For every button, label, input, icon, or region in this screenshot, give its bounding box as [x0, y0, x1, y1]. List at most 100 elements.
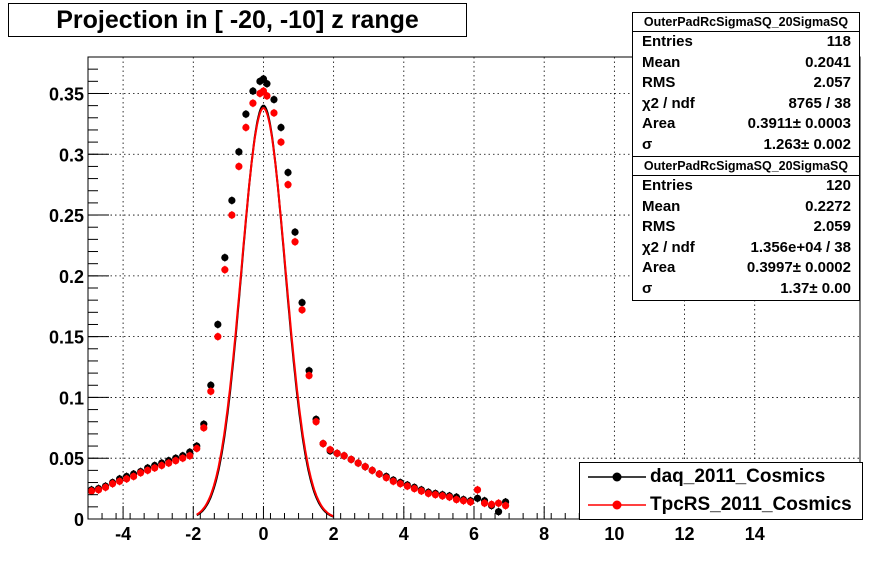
- x-tick-label: 14: [745, 524, 765, 544]
- legend-marker-tpcrs: [588, 500, 646, 510]
- stats-row-rms: RMS 2.059: [642, 218, 851, 236]
- fit-curve: [196, 107, 334, 518]
- data-point: [179, 454, 187, 462]
- data-point: [445, 493, 454, 501]
- data-point: [473, 494, 482, 502]
- data-point: [221, 254, 229, 262]
- data-point: [417, 487, 425, 495]
- data-point: [459, 497, 468, 505]
- y-tick-label: 0.2: [59, 267, 84, 287]
- data-point: [284, 168, 292, 177]
- data-point: [228, 211, 236, 219]
- legend-entry-daq: daq_2011_Cosmics: [580, 463, 862, 491]
- stats-row-area: Area 0.3911± 0.0003: [642, 115, 851, 133]
- y-tick-label: 0.35: [49, 84, 84, 104]
- stats-row-mean: Mean 0.2041: [642, 53, 851, 71]
- data-point: [361, 463, 369, 471]
- data-point: [396, 480, 404, 488]
- data-point: [263, 80, 271, 88]
- data-point: [424, 489, 432, 498]
- x-tick-label: -4: [115, 524, 131, 544]
- data-point: [347, 455, 355, 464]
- stats-histogram-name: OuterPadRcSigmaSQ_20SigmaSQ: [633, 13, 859, 32]
- legend-label-tpcrs: TpcRS_2011_Cosmics: [650, 494, 852, 515]
- data-point: [263, 92, 271, 100]
- y-tick-label: 0.15: [49, 328, 84, 348]
- data-point: [193, 444, 201, 453]
- data-point: [333, 449, 341, 457]
- data-point: [291, 238, 299, 246]
- data-point: [473, 486, 482, 494]
- x-tick-label: 2: [329, 524, 339, 544]
- data-points: [87, 74, 510, 516]
- data-point: [144, 466, 152, 474]
- data-point: [270, 95, 278, 104]
- data-point: [480, 499, 489, 507]
- data-point: [101, 483, 110, 491]
- data-point: [487, 500, 496, 509]
- data-point: [375, 470, 383, 478]
- data-point: [270, 109, 278, 117]
- data-point: [354, 459, 362, 467]
- data-point: [312, 418, 320, 426]
- data-point: [158, 461, 166, 470]
- data-point: [165, 459, 173, 467]
- y-tick-label: 0.3: [59, 145, 84, 165]
- data-point: [249, 87, 257, 95]
- stats-box-daq: OuterPadRcSigmaSQ_20SigmaSQ Entries 118 M…: [632, 12, 860, 157]
- data-point: [94, 486, 103, 494]
- data-point: [494, 508, 503, 516]
- data-point: [108, 480, 117, 488]
- data-point: [207, 387, 215, 395]
- x-tick-label: 6: [469, 524, 479, 544]
- stats-row-area: Area 0.3997± 0.0002: [642, 259, 851, 277]
- data-point: [123, 475, 131, 483]
- data-point: [115, 477, 124, 485]
- fit-curve: [196, 104, 334, 518]
- x-tick-label: 8: [539, 524, 549, 544]
- data-point: [284, 181, 292, 189]
- stats-row-rms: RMS 2.057: [642, 74, 851, 92]
- data-point: [249, 99, 257, 107]
- tick-labels: -4 -2 0 2 4 6 8 10 12 14 0.05 0.1 0.15 0.2 0.25 0.3 0.35…: [49, 84, 765, 544]
- stats-row-sigma: σ 1.263± 0.002: [642, 135, 851, 153]
- data-point: [221, 266, 229, 274]
- data-point: [186, 452, 194, 460]
- x-tick-label: 10: [604, 524, 624, 544]
- legend-entry-tpcrs: TpcRS_2011_Cosmics: [580, 491, 862, 519]
- data-point: [466, 498, 475, 506]
- data-point: [151, 464, 159, 472]
- data-point: [214, 320, 222, 329]
- stats-row-entries: Entries 118: [642, 33, 851, 50]
- chart-title: Projection in [ -20, -10] z range: [8, 3, 467, 37]
- data-point: [130, 472, 138, 481]
- data-point: [242, 110, 250, 118]
- data-point: [291, 228, 299, 236]
- data-point: [235, 162, 243, 171]
- y-tick-label: 0.25: [49, 206, 84, 226]
- x-tick-label: 4: [399, 524, 409, 544]
- data-point: [277, 138, 285, 146]
- stats-box-tpcrs: OuterPadRcSigmaSQ_20SigmaSQ Entries 120 M…: [632, 156, 860, 301]
- data-point: [319, 440, 327, 448]
- y-tick-label: 0.1: [59, 388, 84, 408]
- data-point: [438, 492, 447, 500]
- y-tick-label-zero: 0: [74, 510, 84, 530]
- data-point: [326, 446, 334, 454]
- data-point: [305, 371, 313, 380]
- stats-row-chi2: χ2 / ndf 1.356e+04 / 38: [642, 238, 851, 256]
- x-tick-label: 0: [258, 524, 268, 544]
- fit-curves: [196, 104, 334, 518]
- data-point: [389, 477, 397, 485]
- data-point: [242, 123, 250, 132]
- data-point: [298, 298, 306, 307]
- legend-marker-daq: [588, 472, 646, 482]
- stats-histogram-name: OuterPadRcSigmaSQ_20SigmaSQ: [633, 157, 859, 176]
- x-tick-label: 12: [675, 524, 695, 544]
- data-point: [235, 148, 243, 156]
- stats-row-entries: Entries 120: [642, 177, 851, 194]
- data-point: [431, 491, 439, 499]
- data-point: [200, 424, 208, 432]
- data-point: [137, 469, 145, 477]
- legend-label-daq: daq_2011_Cosmics: [650, 466, 826, 487]
